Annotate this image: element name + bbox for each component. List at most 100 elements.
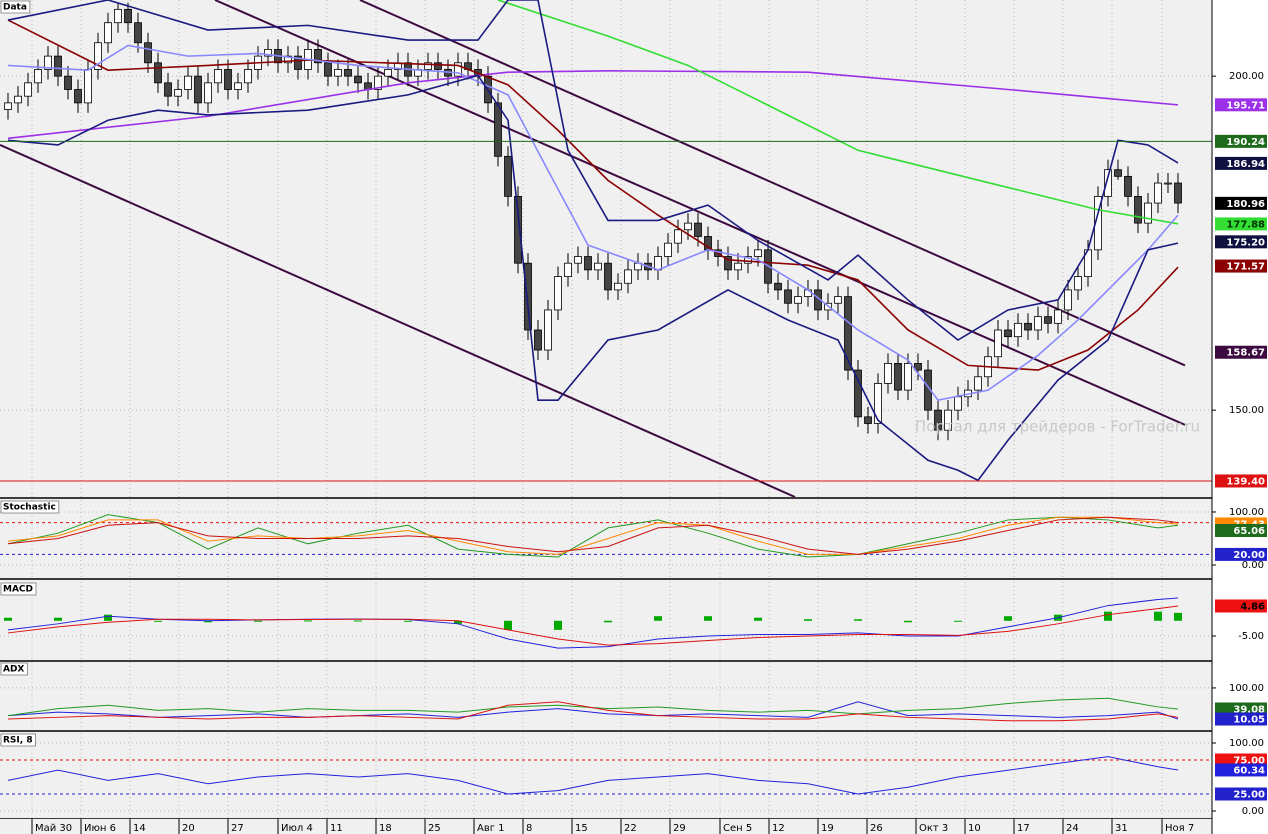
price-label: 60.34 xyxy=(1233,765,1265,776)
x-tick-label: 15 xyxy=(575,823,588,834)
candle-body xyxy=(244,69,252,84)
candle-body xyxy=(324,62,332,77)
candle-body xyxy=(344,69,352,77)
x-tick-label: 27 xyxy=(231,823,244,834)
candle-body xyxy=(264,49,272,57)
indicator-line xyxy=(7,516,1179,555)
candle-body xyxy=(454,62,462,77)
histogram-bar xyxy=(1004,616,1012,621)
candle-body xyxy=(104,22,112,44)
histogram-bar xyxy=(204,620,212,623)
candle-body xyxy=(794,296,802,304)
price-label-box xyxy=(1215,702,1267,716)
candle-body xyxy=(564,262,572,277)
candle-body xyxy=(54,55,62,77)
candle-body xyxy=(4,102,12,110)
candle-body xyxy=(914,362,922,371)
x-tick-label: Авг 1 xyxy=(477,823,505,834)
price-label: 177.88 xyxy=(1226,219,1265,230)
indicator-line xyxy=(7,19,1179,371)
price-label-box xyxy=(1215,345,1267,359)
histogram-bar xyxy=(404,620,412,622)
candle-body xyxy=(1024,322,1032,331)
x-tick-label: 17 xyxy=(1017,823,1030,834)
candle-body xyxy=(114,8,122,24)
candle-body xyxy=(224,69,232,90)
panel-title: ADX xyxy=(3,665,24,675)
histogram-bar xyxy=(54,617,62,621)
candle-body xyxy=(1054,309,1062,324)
candle-body xyxy=(604,262,612,291)
candle-body xyxy=(554,276,562,311)
price-label-box xyxy=(1215,134,1267,148)
indicator-line xyxy=(7,514,1179,558)
y-tick-label: 100.00 xyxy=(1229,507,1264,518)
price-label: 25.00 xyxy=(1233,789,1265,800)
candle-body xyxy=(1104,169,1112,197)
price-label: 175.20 xyxy=(1226,237,1265,248)
x-tick-label: Май 30 xyxy=(35,823,72,834)
histogram-bar xyxy=(704,616,712,621)
candle-body xyxy=(974,376,982,391)
x-tick-label: 12 xyxy=(772,823,785,834)
price-label-box xyxy=(1215,599,1267,613)
x-tick-label: 8 xyxy=(526,823,532,834)
y-tick-label: 0.00 xyxy=(1242,560,1264,571)
candle-body xyxy=(504,155,512,197)
histogram-bar xyxy=(554,620,562,630)
y-tick-label: 0.00 xyxy=(1242,806,1264,817)
price-label-box xyxy=(1215,259,1267,273)
candle-body xyxy=(664,242,672,257)
price-label: 171.57 xyxy=(1226,262,1265,273)
x-tick-label: 29 xyxy=(673,823,686,834)
histogram-bar xyxy=(1174,612,1182,621)
x-axis-background xyxy=(0,819,1212,834)
candle-body xyxy=(1004,329,1012,338)
candle-body xyxy=(894,362,902,391)
candle-body xyxy=(1114,169,1122,177)
candle-body xyxy=(134,22,142,44)
candle-body xyxy=(494,102,502,157)
panel xyxy=(0,662,1212,730)
candle-body xyxy=(354,75,362,84)
candle-body xyxy=(374,75,382,90)
candle-body xyxy=(924,369,932,411)
price-label-box xyxy=(1215,763,1267,777)
price-label: 10.05 xyxy=(1233,715,1265,726)
candle-body xyxy=(784,289,792,304)
panel-title-box xyxy=(0,500,60,514)
candle-body xyxy=(94,42,102,70)
price-label-box xyxy=(1215,753,1267,767)
price-label-box xyxy=(1215,156,1267,170)
candle-body xyxy=(1074,276,1082,291)
panel xyxy=(0,733,1212,818)
x-tick-label: 18 xyxy=(379,823,392,834)
price-label-box xyxy=(1215,787,1267,801)
candle-body xyxy=(154,62,162,84)
candle-body xyxy=(854,369,862,418)
histogram-bar xyxy=(654,616,662,621)
candle-body xyxy=(284,55,292,64)
indicator-line xyxy=(7,516,1179,555)
candle-body xyxy=(314,49,322,64)
candle-body xyxy=(1174,182,1182,204)
candle-body xyxy=(294,55,302,70)
candle-body xyxy=(434,62,442,70)
candle-body xyxy=(514,195,522,264)
candle-body xyxy=(614,282,622,291)
x-tick-label: Окт 3 xyxy=(919,823,948,834)
candle-body xyxy=(164,82,172,97)
candle-body xyxy=(44,55,52,70)
candle-body xyxy=(1164,182,1172,185)
price-label: 190.24 xyxy=(1226,137,1265,148)
indicator-line xyxy=(7,44,1179,402)
candle-body xyxy=(724,256,732,271)
candle-body xyxy=(904,362,912,391)
x-tick-label: Июл 4 xyxy=(281,823,313,834)
histogram-bar xyxy=(154,620,162,622)
indicator-line xyxy=(7,701,1179,720)
x-tick-label: 19 xyxy=(821,823,834,834)
price-label-box xyxy=(1215,235,1267,249)
price-label-box xyxy=(1215,217,1267,231)
candle-body xyxy=(754,249,762,257)
